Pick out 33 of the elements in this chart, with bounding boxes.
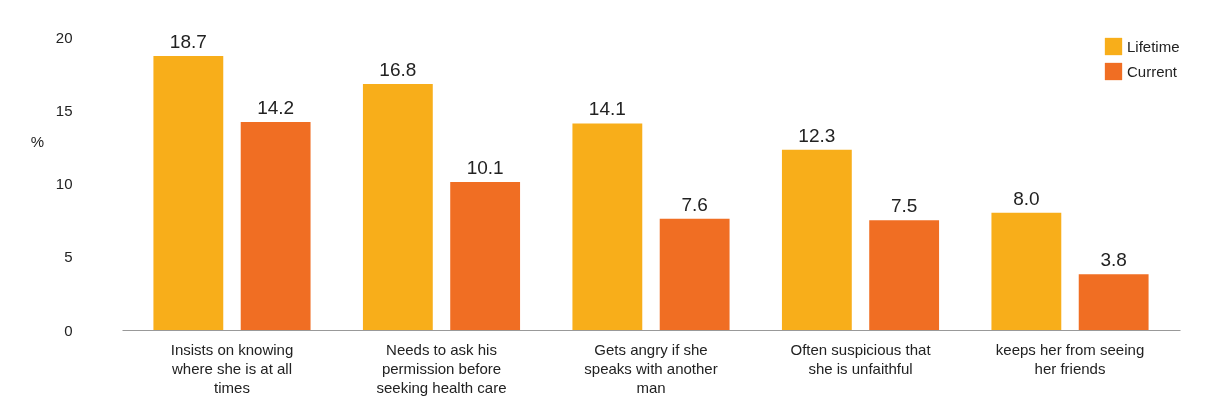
- data-label: 10.1: [466, 157, 504, 179]
- data-label: 12.3: [798, 124, 836, 146]
- y-tick-label: 10: [55, 175, 73, 192]
- data-label: 16.8: [379, 58, 417, 80]
- data-label: 14.2: [257, 96, 295, 118]
- bar: [572, 123, 643, 330]
- data-label: 18.7: [169, 31, 207, 53]
- y-tick-label: 15: [55, 101, 73, 119]
- bar: [659, 218, 730, 330]
- bar: [869, 220, 940, 330]
- y-axis-title: %: [30, 132, 45, 150]
- x-tick-label: Insists on knowing where she is at all times: [170, 340, 294, 396]
- bar: [450, 182, 521, 330]
- x-tick-label: Often suspicious that she is unfaithful: [790, 340, 932, 377]
- bar: [153, 56, 224, 330]
- x-tick-label: keeps her from seeing her friends: [995, 340, 1145, 377]
- legend-label: Current: [1127, 62, 1178, 80]
- bar: [781, 149, 852, 330]
- x-tick-label: Needs to ask his permission before seeking health care: [376, 340, 507, 396]
- legend-label: Lifetime: [1127, 37, 1180, 55]
- bar: [240, 121, 311, 330]
- data-label: 8.0: [1013, 187, 1040, 209]
- bar: [1078, 274, 1149, 330]
- data-label: 7.5: [890, 195, 918, 217]
- data-label: 3.8: [1100, 249, 1127, 271]
- data-label: 14.1: [588, 98, 626, 120]
- y-tick-label: 5: [64, 248, 73, 266]
- bar: [362, 83, 433, 330]
- y-tick-label: 0: [64, 321, 73, 339]
- data-label: 7.6: [681, 193, 708, 215]
- x-tick-label: Gets angry if she speaks with another man: [584, 340, 718, 396]
- bar: [991, 212, 1062, 330]
- y-tick-label: 20: [55, 28, 73, 46]
